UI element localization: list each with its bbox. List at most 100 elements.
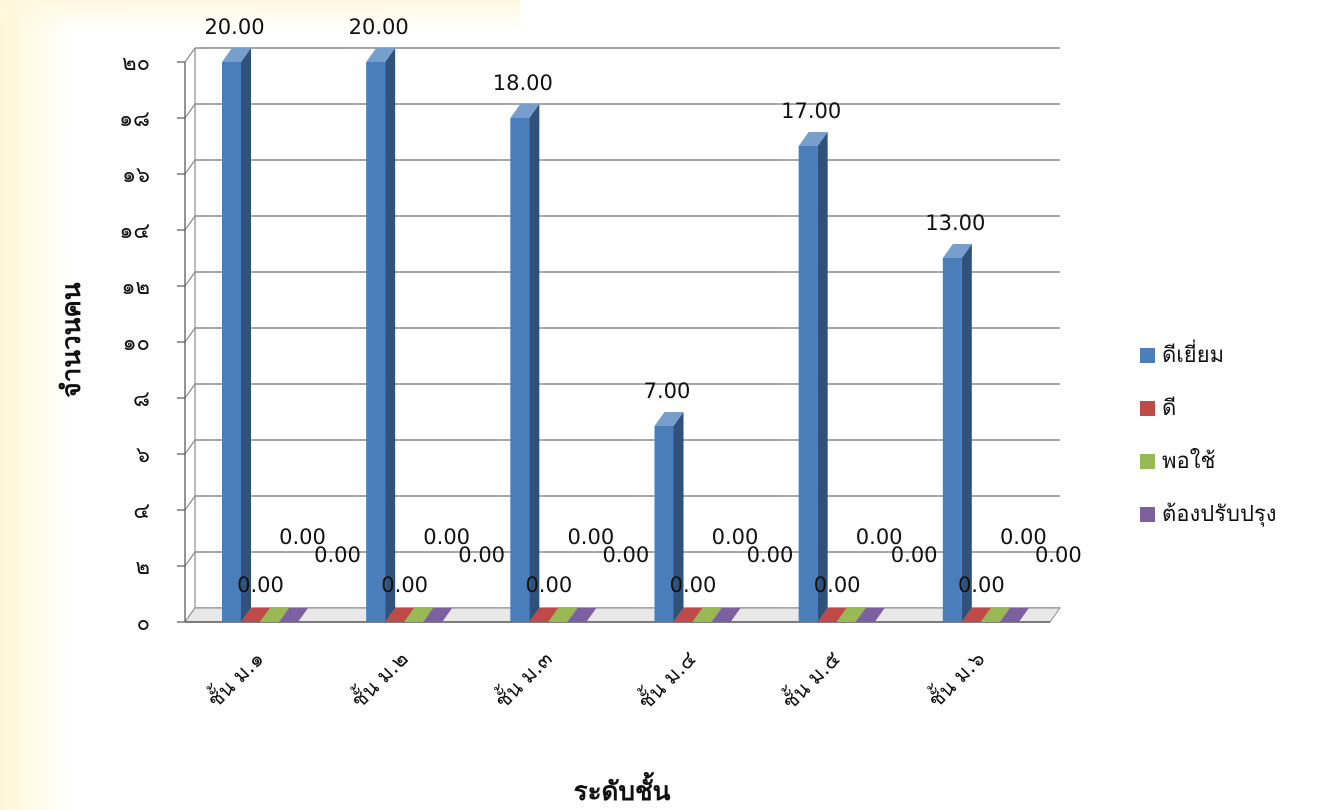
bar-top (654, 412, 684, 426)
gridline-wall (184, 383, 196, 399)
y-tick-labels: ๐ ๒ ๔ ๖ ๘ ๑๐ ๑๒ ๑๔ ๑๖ ๑๘ ๒๐ (119, 51, 150, 636)
bar-top (798, 132, 828, 146)
data-label: 0.00 (1000, 525, 1047, 549)
x-tick-labels: ชั้น ม.๑ ชั้น ม.๒ ชั้น ม.๓ ชั้น ม.๔ ชั้น ม.๕… (201, 644, 990, 714)
bar-flat (241, 608, 270, 622)
gridline-wall (184, 327, 196, 343)
y-tick-label: ๔ (133, 499, 150, 524)
data-label: 0.00 (279, 525, 326, 549)
gridline-wall (184, 215, 196, 231)
data-label: 7.00 (644, 379, 691, 403)
data-label: 0.00 (423, 525, 470, 549)
data-label: 0.00 (891, 543, 938, 567)
data-label: 17.00 (781, 99, 841, 123)
bar-side (529, 104, 540, 622)
bar-flat (385, 608, 415, 622)
data-label: 0.00 (712, 525, 759, 549)
data-label: 20.00 (204, 15, 264, 39)
bar-front (366, 62, 386, 622)
x-tick-label: ชั้น ม.๑ (201, 644, 269, 712)
bar-flat (567, 608, 597, 622)
data-label: 0.00 (237, 573, 284, 597)
data-label: 0.00 (670, 573, 717, 597)
y-tick-label: ๑๐ (123, 331, 150, 356)
bar-flat (692, 608, 722, 622)
bar-side (961, 244, 972, 622)
legend-label: ดีเยี่ยม (1162, 339, 1224, 368)
gridline-wall (184, 103, 196, 119)
gridline-wall (184, 439, 196, 455)
legend-label: ดี (1162, 396, 1176, 421)
legend-label: พอใช้ (1162, 448, 1215, 474)
data-label: 20.00 (349, 15, 409, 39)
bar-flat (673, 608, 703, 622)
bar-top (942, 244, 972, 258)
y-tick-label: ๑๔ (119, 219, 150, 244)
bar-flat (529, 608, 559, 622)
legend-swatch (1140, 507, 1155, 522)
x-tick-label: ชั้น ม.๖ (921, 644, 989, 712)
data-label: 0.00 (856, 525, 903, 549)
gridline-wall (184, 47, 196, 63)
data-label: 0.00 (958, 573, 1005, 597)
data-label: 13.00 (925, 211, 985, 235)
bars (222, 48, 1029, 622)
bar-side (385, 48, 396, 622)
x-tick-label: ชั้น ม.๓ (488, 644, 557, 713)
bar-top (510, 104, 540, 118)
bar-flat (817, 608, 847, 622)
bar-flat (404, 608, 434, 622)
data-labels: 20.000.000.000.0020.000.000.000.0018.000… (204, 15, 1081, 597)
bar-flat (980, 608, 1010, 622)
y-axis-title: จำนวนคน (57, 282, 87, 397)
legend-swatch (1140, 348, 1155, 363)
x-tick-label: ชั้น ม.๕ (775, 644, 845, 714)
bar-side (241, 48, 251, 622)
bar-flat (548, 608, 578, 622)
data-label: 0.00 (567, 525, 614, 549)
legend-swatch (1140, 401, 1155, 416)
gridline-wall (184, 551, 196, 567)
bar-flat (423, 608, 453, 622)
gridline-wall (184, 159, 196, 175)
y-tick-label: ๒ (135, 555, 150, 580)
legend: ดีเยี่ยมดีพอใช้ต้องปรับปรุง (1140, 339, 1277, 527)
x-axis-title: ระดับชั้น (574, 771, 671, 807)
data-label: 0.00 (314, 543, 361, 567)
bar-top (366, 48, 396, 62)
background-glow-left (0, 0, 70, 810)
bar-front (510, 118, 530, 622)
data-label: 0.00 (525, 573, 572, 597)
x-tick-label: ชั้น ม.๔ (631, 644, 701, 714)
y-tick-label: ๐ (137, 611, 150, 636)
y-tick-label: ๑๖ (122, 163, 150, 188)
bar-flat (260, 608, 289, 622)
floor-plane (184, 607, 1061, 623)
gridline-wall (184, 271, 196, 287)
gridlines (177, 47, 1060, 623)
chart-floor (184, 607, 1061, 623)
y-tick-label: ๘ (133, 387, 150, 412)
bar-side (817, 132, 828, 622)
data-label: 0.00 (1035, 543, 1082, 567)
background-glow-top (0, 0, 520, 28)
y-tick-label: ๒๐ (122, 51, 150, 76)
bar-side (673, 412, 684, 622)
gridline-wall (184, 495, 196, 511)
data-label: 0.00 (814, 573, 861, 597)
bar-front (798, 146, 818, 622)
data-label: 0.00 (458, 543, 505, 567)
bar-flat (999, 608, 1029, 622)
bar-flat (279, 608, 308, 622)
bar-front (942, 258, 962, 622)
legend-swatch (1140, 454, 1155, 469)
legend-label: ต้องปรับปรุง (1162, 502, 1277, 527)
bar-flat (711, 608, 741, 622)
y-tick-label: ๑๒ (122, 275, 150, 300)
bar-flat (961, 608, 991, 622)
bar-flat (836, 608, 866, 622)
bar-front (222, 62, 241, 622)
data-label: 0.00 (747, 543, 794, 567)
data-label: 18.00 (493, 71, 553, 95)
